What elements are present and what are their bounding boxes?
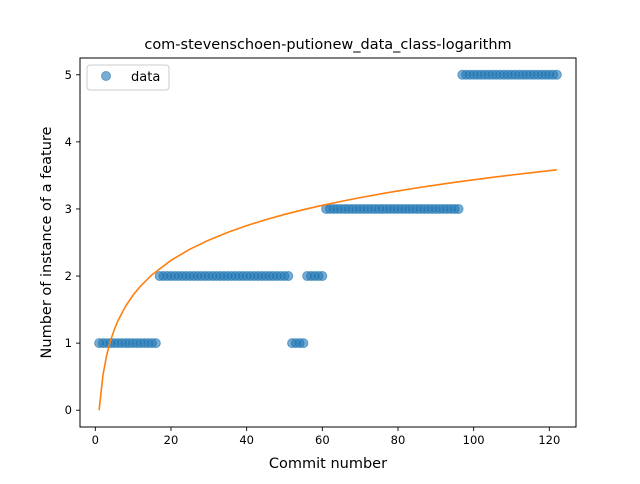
fit-line	[98, 169, 557, 411]
x-tick-label: 100	[463, 433, 485, 447]
data-point	[453, 203, 464, 214]
y-tick-label: 0	[65, 403, 72, 417]
y-tick-label: 3	[65, 202, 72, 216]
legend-label-data: data	[131, 70, 160, 85]
data-point	[283, 271, 294, 282]
x-tick-label: 60	[315, 433, 330, 447]
y-tick-label: 1	[65, 336, 72, 350]
data-point	[317, 271, 328, 282]
legend: data	[86, 64, 170, 91]
y-tick-label: 4	[65, 135, 72, 149]
x-tick-label: 80	[391, 433, 406, 447]
x-tick-label: 0	[92, 433, 99, 447]
data-point	[150, 338, 161, 349]
data-point	[298, 338, 309, 349]
x-tick-label: 40	[239, 433, 254, 447]
x-axis-ticks: 0 20 40 60 80 100 120	[92, 427, 560, 447]
y-tick-label: 2	[65, 269, 72, 283]
y-axis-label: Number of instance of a feature	[39, 126, 55, 358]
x-axis-label: Commit number	[269, 456, 387, 472]
y-axis-ticks: 0 1 2 3 4 5	[65, 68, 80, 417]
x-tick-label: 120	[538, 433, 560, 447]
legend-marker-data	[101, 71, 111, 81]
axes-frame	[79, 57, 577, 428]
data-point	[551, 69, 562, 80]
chart-title: com-stevenschoen-putionew_data_class-log…	[144, 37, 511, 53]
y-tick-label: 5	[65, 68, 72, 82]
x-tick-label: 20	[164, 433, 179, 447]
plot-area: 0 20 40 60 80 100 120 0 1 2 3 4 5	[65, 57, 577, 447]
series-layer	[94, 69, 562, 411]
